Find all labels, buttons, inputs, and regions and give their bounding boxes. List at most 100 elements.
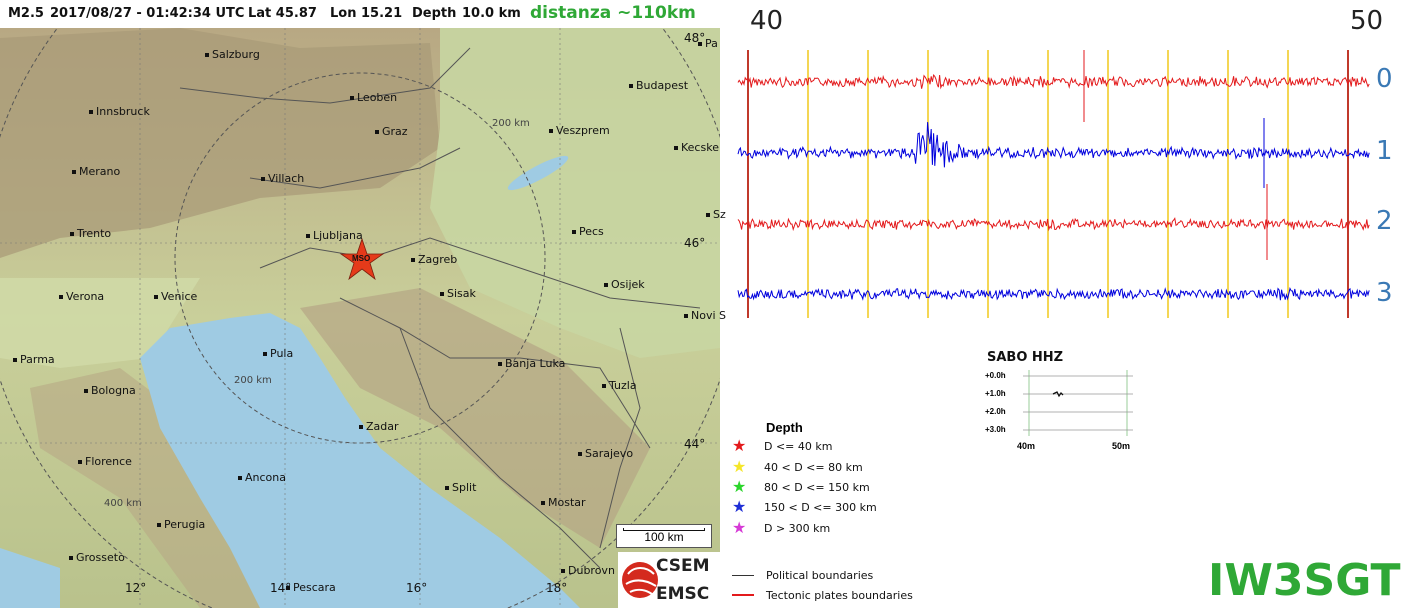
city-label: Bologna [84,384,136,397]
ring-distance-label: 200 km [492,118,530,129]
distance-text: distanza ~110km [530,3,696,23]
city-label: Florence [78,455,132,468]
longitude-label: 12° [125,581,147,595]
globe-icon [622,562,658,598]
depth-value: 10.0 km [462,6,521,21]
trace-label: 2 [1376,206,1393,236]
event-datetime: 2017/08/27 - 01:42:34 UTC [50,6,245,21]
epicenter-map: MSO Salzburg Innsbruck Leoben Graz Meran… [0,0,741,613]
line-swatch-icon [732,574,754,576]
city-label: Sz [706,208,726,221]
city-label: Osijek [604,278,645,291]
csem-emsc-logo: CSEM EMSC [618,552,720,608]
event-lat: Lat 45.87 [248,6,317,21]
city-label: Mostar [541,496,586,509]
city-label: Perugia [156,518,206,531]
city-label: Pula [262,347,294,360]
event-info-bar: M2.5 2017/08/27 - 01:42:34 UTC Lat 45.87… [0,0,720,28]
legend-title: Depth [766,420,803,435]
city-label: Pa [698,37,718,50]
helicorder-x-label: 40m [1017,441,1036,451]
helicorder-row-label: +2.0h [985,407,1006,416]
legend-item: ★ 80 < D <= 150 km [732,477,870,496]
star-icon: ★ [732,477,747,496]
city-label: Pecs [572,225,604,238]
legend-item: ★ 150 < D <= 300 km [732,497,877,516]
city-label: Innsbruck [89,105,150,118]
helicorder-title: SABO HHZ [987,350,1064,365]
legend-line-item: Political boundaries [732,568,873,586]
city-label: Sarajevo [577,447,634,460]
helicorder-x-label: 50m [1112,441,1131,451]
city-label: Villach [260,172,305,185]
legend-item: ★ D > 300 km [732,518,831,537]
logo-emsc: EMSC [656,584,710,604]
city-label: Banja Luka [497,357,566,370]
star-icon: ★ [732,497,747,516]
seismogram-plot [737,50,1370,318]
star-icon: ★ [732,457,747,476]
city-label: Ljubljana [306,229,363,242]
logo-csem: CSEM [656,556,710,576]
city-label: Sisak [440,287,476,300]
seismogram-trace [737,287,1370,301]
map-base [0,0,741,613]
event-lon: Lon 15.21 [330,6,403,21]
city-label: Dubrovn [561,564,615,577]
epicenter-label: MSO [352,254,371,263]
latitude-label: 48° [684,31,706,45]
star-icon: ★ [732,436,747,455]
trace-label: 1 [1376,136,1393,166]
ring-distance-label: 200 km [234,375,272,386]
city-label: Pescara [286,581,336,594]
station-callsign: IW3SGT [1208,555,1401,606]
city-label: Verona [58,290,105,303]
city-label: Zagreb [410,253,458,266]
city-label: Venice [153,290,198,303]
trace-label: 0 [1376,64,1393,94]
city-label: Graz [375,125,408,138]
legend-line-item: Tectonic plates boundaries [732,588,913,606]
longitude-label: 18° [546,581,568,595]
seismogram-trace [737,74,1370,90]
minute-end-label: 50 [1350,6,1384,36]
scale-bar [623,528,705,531]
seismogram-trace [737,122,1370,168]
city-label: Grosseto [69,551,125,564]
city-label: Zadar [359,420,399,433]
city-label: Parma [13,353,55,366]
depth-label: Depth [412,6,457,21]
ring-distance-label: 400 km [104,498,142,509]
scale-label: 100 km [644,530,684,544]
city-label: Tuzla [602,379,637,392]
latitude-label: 46° [684,236,706,250]
legend-item: ★ D <= 40 km [732,436,833,455]
helicorder-thumbnail: SABO HHZ +0.0h +1.0h +2.0h +3.0h 40m 50m [985,350,1135,460]
city-label: Split [444,481,477,494]
city-label: Salzburg [205,48,260,61]
city-label: Budapest [628,79,689,92]
line-swatch-icon [732,594,754,596]
city-label: Kecske [674,141,719,154]
latitude-label: 44° [684,437,706,451]
map-scale: 100 km [616,524,712,548]
city-label: Veszprem [549,124,610,137]
city-label: Leoben [349,91,398,104]
helicorder-row-label: +0.0h [985,371,1006,380]
helicorder-row-label: +1.0h [985,389,1006,398]
legend-item: ★ 40 < D <= 80 km [732,457,863,476]
helicorder-row-label: +3.0h [985,425,1006,434]
magnitude: M2.5 [8,6,44,21]
map-legend: Depth ★ D <= 40 km ★ 40 < D <= 80 km ★ 80 <… [732,418,992,608]
city-label: Novi S [683,309,727,322]
trace-label: 3 [1376,278,1393,308]
helicorder-traces [1023,370,1133,436]
seismogram-trace [737,217,1370,232]
longitude-label: 16° [406,581,428,595]
star-icon: ★ [732,518,747,537]
city-label: Ancona [238,471,286,484]
city-label: Merano [71,165,121,178]
epicenter-star [339,237,385,281]
city-label: Trento [69,227,112,240]
longitude-label: 14° [270,581,292,595]
